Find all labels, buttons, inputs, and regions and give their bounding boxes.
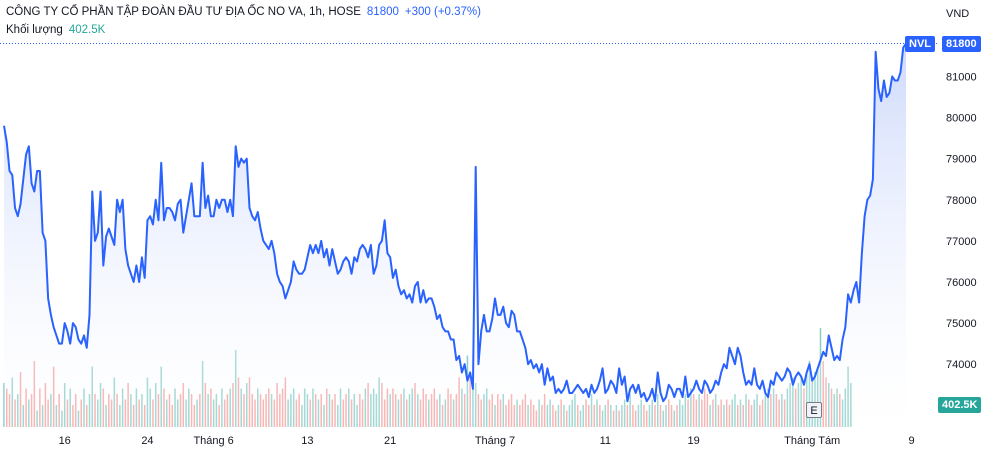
price-badge: 81800 (942, 35, 981, 52)
volume-bar (3, 383, 5, 427)
price-tick-label: 75000 (946, 318, 977, 330)
volume-legend: Khối lượng 402.5K (6, 24, 105, 36)
price-tick-label: 77000 (946, 236, 977, 248)
price-axis: 7300074000750007600077000780007900080000… (946, 71, 977, 412)
time-tick-label: 21 (384, 435, 396, 447)
price-tick-label: 74000 (946, 359, 977, 371)
time-tick-label: 24 (141, 435, 153, 447)
volume-badge: 402.5K (938, 397, 982, 413)
price-tick-label: 78000 (946, 195, 977, 207)
price-tick-label: 81000 (946, 71, 977, 83)
time-tick-label: Tháng 7 (475, 435, 515, 447)
time-tick-label: 11 (600, 435, 611, 447)
price-tick-label: 80000 (946, 113, 977, 125)
price-tick-label: 79000 (946, 154, 977, 166)
ticker-badge: NVL (905, 35, 935, 52)
price-line (3, 42, 907, 403)
volume-value: 402.5K (68, 24, 106, 36)
symbol-title: CÔNG TY CỔ PHẦN TẬP ĐOÀN ĐẦU TƯ ĐỊA ỐC N… (6, 6, 361, 18)
chart-legend: CÔNG TY CỔ PHẦN TẬP ĐOÀN ĐẦU TƯ ĐỊA ỐC N… (6, 6, 481, 18)
time-tick-label: 19 (687, 435, 699, 447)
price-area-fill (4, 43, 906, 430)
price-tick-label: 76000 (946, 277, 977, 289)
price-change: +300 (+0.37%) (404, 6, 481, 18)
time-axis: 16 24 Tháng 6 13 21 Tháng 7 11 19 Tháng Tám 9 (59, 435, 915, 447)
time-tick-label: 16 (59, 435, 71, 447)
time-tick-label: 13 (301, 435, 313, 447)
time-tick-label: Tháng 6 (193, 435, 233, 447)
time-tick-label: 9 (908, 435, 914, 447)
currency-unit: VND (946, 8, 970, 20)
volume-label: Khối lượng (6, 24, 63, 36)
last-price: 81800 (366, 6, 399, 18)
time-tick-label: Tháng Tám (784, 435, 840, 447)
earnings-event-marker[interactable]: E (806, 402, 822, 418)
